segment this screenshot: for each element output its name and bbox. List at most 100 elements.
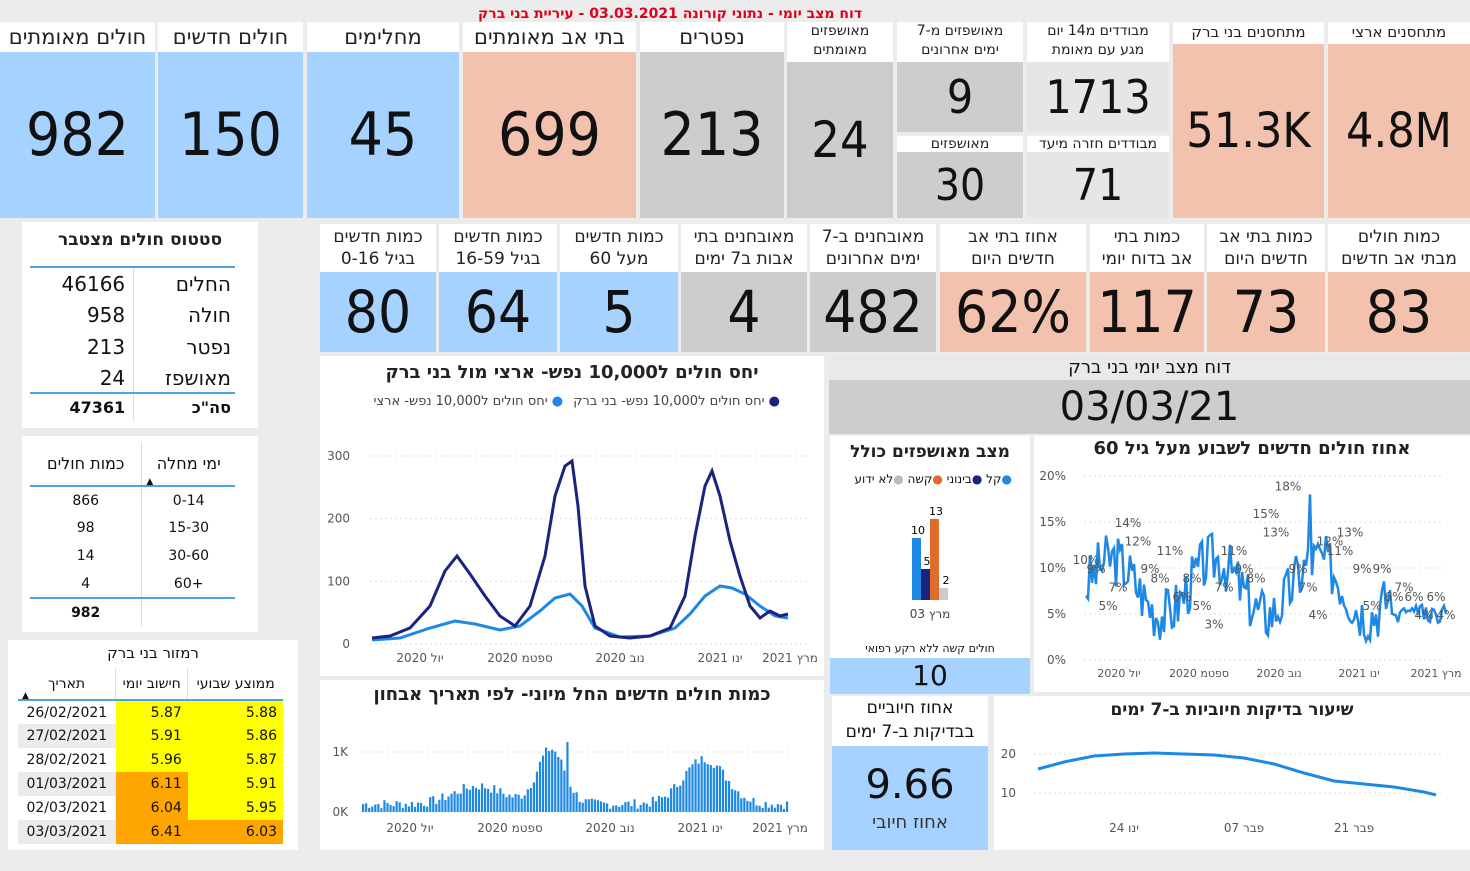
tile-label: כמות בתי אב חדשים היום bbox=[1207, 224, 1325, 272]
table-row: 98 15-30 bbox=[30, 514, 235, 542]
bar bbox=[462, 784, 465, 812]
bar bbox=[474, 787, 478, 812]
tile-value: 5 bbox=[602, 278, 636, 346]
table-row: 958 חולה bbox=[30, 299, 235, 331]
bar bbox=[508, 794, 511, 812]
bar bbox=[767, 807, 770, 812]
status-label: נפטר bbox=[133, 331, 235, 363]
bar bbox=[648, 806, 651, 812]
report-box-date: 03/03/21 bbox=[1059, 384, 1240, 430]
column-header-label: תאריך bbox=[48, 675, 86, 692]
ramzor-title: רמזור בני ברק bbox=[107, 644, 199, 662]
tile-label: מבודדים מ14 יום מגע עם מאומת bbox=[1027, 22, 1169, 62]
sort-up-icon[interactable]: ▲ bbox=[146, 477, 154, 487]
bar bbox=[636, 808, 639, 812]
hosp-legend: ●קל ●בינוני ●קשה ●לא ידוע bbox=[855, 472, 1012, 486]
tile-hospitalized-confirmed: מאושפזים מאומתים 24 bbox=[787, 22, 893, 218]
report-title: דוח מצב יומי - נתוני קורונה 03.03.2021 -… bbox=[477, 6, 863, 22]
ramzor-table: תאריך ▲ חישוב יומי ממוצע שבועי 26/02/202… bbox=[18, 668, 283, 844]
bar bbox=[712, 767, 715, 812]
days-range: 0-14 bbox=[141, 486, 235, 514]
bar bbox=[389, 804, 392, 812]
table-row: 213 נפטר bbox=[30, 331, 235, 363]
hosp-bar-chart: 10 5 13 2 מרץ 03 bbox=[910, 505, 951, 621]
ramzor-body: 26/02/2021 5.87 5.88 27/02/2021 5.91 5.86 28/0… bbox=[18, 700, 283, 844]
tile-vaccinated-bb: מתחסנים בני ברק 51.3K bbox=[1173, 22, 1324, 218]
table-row: 28/02/2021 5.96 5.87 bbox=[18, 748, 283, 772]
bar bbox=[642, 802, 645, 812]
tile-value: 62% bbox=[955, 278, 1071, 346]
column-header[interactable]: חישוב יומי bbox=[115, 668, 188, 700]
bar bbox=[468, 789, 471, 812]
table-header-row: כמות חולים ימי מחלה ▲ bbox=[30, 442, 235, 487]
bar bbox=[731, 789, 734, 812]
x-tick-label: פבר 21 bbox=[1334, 821, 1374, 835]
hosp-status-panel: מצב מאושפזים כולל ●קל ●בינוני ●קשה ●לא י… bbox=[830, 436, 1030, 694]
bar-label: 2 bbox=[943, 574, 950, 587]
sort-up-icon[interactable]: ▲ bbox=[22, 691, 29, 701]
bar bbox=[688, 767, 691, 812]
tile-diagnosed-7d: מאובחנים ב-7 ימים אחרונים 482 bbox=[810, 224, 936, 352]
tile-hospitalized: מאושפזים 30 bbox=[897, 136, 1023, 218]
tile-label: בתי אב מאומתים bbox=[463, 22, 636, 52]
bar bbox=[593, 799, 596, 812]
x-tick-label: יול 2020 bbox=[396, 651, 443, 665]
status-value: 46166 bbox=[61, 271, 126, 296]
x-tick-label: ספטמ 2020 bbox=[1169, 667, 1229, 680]
bar bbox=[734, 790, 737, 812]
bar bbox=[697, 763, 700, 812]
data-label: 11% bbox=[1157, 544, 1184, 558]
bar bbox=[383, 800, 386, 812]
table-row: 4 60+ bbox=[30, 570, 235, 598]
bar bbox=[703, 762, 706, 812]
bar bbox=[532, 782, 535, 812]
bar bbox=[761, 807, 764, 812]
tile-value: 699 bbox=[497, 100, 601, 170]
bar bbox=[432, 796, 435, 812]
tile-label: נפטרים bbox=[640, 22, 784, 52]
bar-severe bbox=[930, 519, 939, 600]
hosp-status-title: מצב מאושפזים כולל bbox=[850, 442, 1010, 462]
bar bbox=[505, 797, 508, 812]
tile-label: מאושפזים מאומתים bbox=[787, 22, 893, 62]
legend-label: לא ידוע bbox=[854, 472, 894, 486]
positive-rate-box: אחוז חיוביים בבדיקות ב-7 ימים 9.66 אחוז … bbox=[832, 696, 988, 850]
bar bbox=[395, 801, 398, 812]
status-table-title: סטטוס חולים מצטבר bbox=[57, 230, 223, 250]
tile-hospitalized-7d: מאושפזים מ-7 ימים אחרונים 9 bbox=[897, 22, 1023, 132]
column-header[interactable]: ממוצע שבועי bbox=[187, 668, 283, 700]
column-header[interactable]: כמות חולים bbox=[46, 454, 125, 473]
legend-label: יחס חולים ל10,000 נפש- ארצי bbox=[373, 394, 548, 409]
bar bbox=[718, 766, 722, 812]
tile-label: מאושפזים מ-7 ימים אחרונים bbox=[897, 22, 1023, 62]
y-tick-label: 0K bbox=[332, 805, 349, 819]
bar bbox=[365, 803, 368, 812]
status-total-label: סה"כ bbox=[133, 393, 235, 421]
bar bbox=[371, 806, 374, 812]
data-label: 15% bbox=[1253, 507, 1280, 521]
bar-label: 5 bbox=[924, 555, 931, 568]
bar bbox=[615, 805, 618, 812]
legend-dot-icon: ● bbox=[551, 394, 564, 409]
tile-label: מבודדים חזרה מיעד bbox=[1027, 136, 1169, 152]
table-total-row: 982 bbox=[30, 598, 235, 626]
x-tick-label: ינו 2021 bbox=[1338, 667, 1379, 680]
data-label: 14% bbox=[1115, 516, 1142, 530]
tile-value: 4.8M bbox=[1346, 103, 1452, 159]
bar bbox=[679, 785, 682, 812]
bar bbox=[694, 759, 697, 812]
bar bbox=[755, 805, 758, 812]
tile-label: כמות חולים מבתי אב חדשים bbox=[1328, 224, 1470, 272]
column-header-sort[interactable]: ימי מחלה ▲ bbox=[141, 442, 235, 487]
tile-households: בתי אב מאומתים 699 bbox=[463, 22, 636, 218]
y-tick-label: 0% bbox=[1047, 653, 1066, 667]
column-header-sort[interactable]: תאריך ▲ bbox=[18, 668, 116, 702]
bar bbox=[676, 786, 679, 812]
y-tick-label: 20 bbox=[1001, 747, 1016, 761]
bar bbox=[566, 742, 569, 812]
days-count: 866 bbox=[72, 492, 100, 509]
bar bbox=[770, 804, 773, 812]
ramzor-date: 01/03/2021 bbox=[26, 776, 108, 792]
data-label: 9% bbox=[1086, 562, 1105, 576]
bar bbox=[511, 797, 514, 812]
